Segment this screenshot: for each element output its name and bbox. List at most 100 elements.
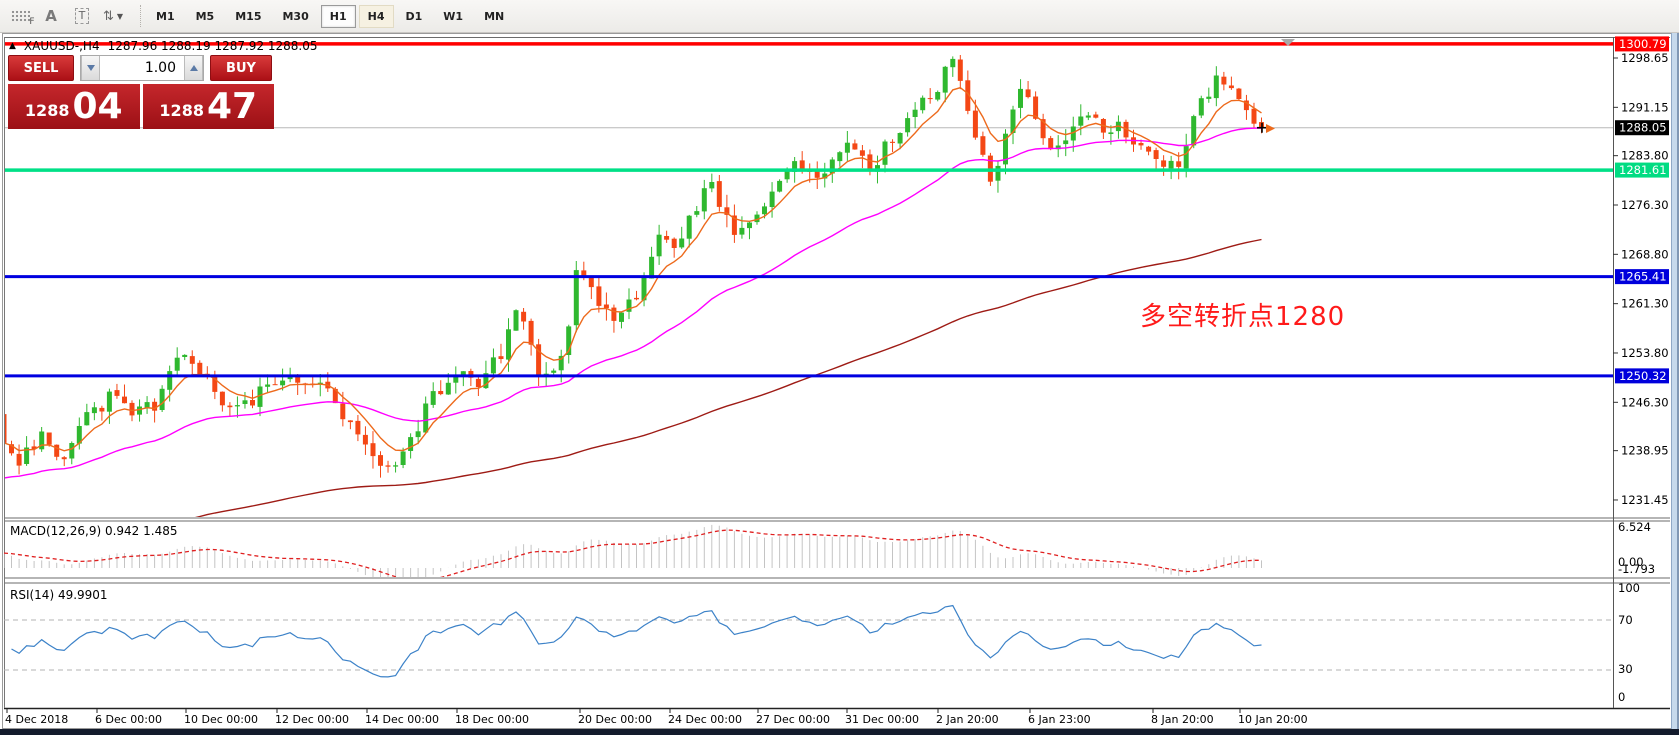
time-tick-label: 14 Dec 00:00 [365,713,439,726]
macd-histogram [4,524,1262,577]
arrows-tool-icon[interactable]: ⇅ ▼ [102,4,124,28]
sell-button[interactable]: SELL [8,55,74,81]
time-tick-label: 27 Dec 00:00 [756,713,830,726]
textbox-tool-icon[interactable]: T [71,4,93,28]
price-label-box-text: 1300.79 [1619,37,1667,51]
dropdown-caret-icon: ▼ [116,11,124,21]
price-label-box-text: 1281.61 [1619,163,1667,177]
price-label-box-text: 1265.41 [1619,270,1667,284]
price-label-box-text: 1288.05 [1619,121,1667,135]
timeframe-button-mn[interactable]: MN [475,5,513,28]
price-label-box [1615,120,1669,136]
macd-signal-line [4,529,1262,577]
ma-line-slow [194,238,1262,517]
timeframe-button-h1[interactable]: H1 [320,4,356,28]
time-tick-label: 4 Dec 2018 [5,713,68,726]
price-label-box-text: 1250.32 [1619,369,1667,383]
time-tick-label: 20 Dec 00:00 [578,713,652,726]
time-tick-label: 10 Jan 20:00 [1238,713,1308,726]
timeframe-button-m5[interactable]: M5 [187,5,224,28]
time-tick-label: 10 Dec 00:00 [184,713,258,726]
macd-axis-label: 0.00 [1618,555,1644,569]
volume-input[interactable] [100,56,184,80]
f-glyph: F [29,17,35,27]
price-tick-label: 1298.65 [1621,51,1669,65]
price-tick-label: 1246.30 [1621,395,1669,409]
time-tick-label: 6 Dec 00:00 [95,713,162,726]
sell-price-minor: 04 [72,86,123,127]
window-right-edge-scrollbar[interactable] [1671,33,1679,735]
sell-price-major: 1288 [24,101,70,120]
time-tick-label: 6 Jan 23:00 [1028,713,1091,726]
t-glyph: T [74,8,90,24]
chart-annotation: 多空转折点1280 [1140,302,1346,332]
rsi-axis-label: 70 [1618,613,1633,627]
chart-title: ▲ XAUUSD-,H4 1287.96 1288.19 1287.92 128… [9,39,318,53]
rsi-axis-label: 0 [1618,690,1625,704]
price-tick-label: 1238.95 [1621,444,1669,458]
price-tick-label: 1253.80 [1621,346,1669,360]
chart-window-frame [2,33,1672,729]
price-label-box [1615,162,1669,178]
time-axis: 4 Dec 2018 6 Dec 00:00 10 Dec 00:00 12 Dec … [5,709,1308,726]
rsi-axis-label: 30 [1618,662,1633,676]
rsi-line [11,604,1262,678]
timeframe-button-h4[interactable]: H4 [358,4,394,28]
timeframe-button-d1[interactable]: D1 [397,5,432,28]
dotted-grid-icon[interactable]: F [9,4,35,28]
timeframe-button-w1[interactable]: W1 [434,5,472,28]
price-axis: 1298.65 1291.15 1283.80 1276.30 1268.80 1261.… [1613,36,1669,507]
buy-price-minor: 47 [206,86,258,127]
price-label-box [1615,36,1669,52]
price-label-box [1615,269,1669,285]
macd-axis-label: -1.793 [1618,562,1655,576]
candles [4,55,1264,487]
time-tick-label: 18 Dec 00:00 [455,713,529,726]
buy-price-display[interactable]: 1288 47 [142,84,274,129]
timeframe-button-m1[interactable]: M1 [147,5,184,28]
toolbar: F A T ⇅ ▼ M1 M5 M15 M30 H1 H4 D1 W1 MN [0,0,1679,33]
up-arrow-icon [189,65,198,71]
arrows-glyph: ⇅ [102,8,114,24]
moving-averages [4,86,1262,517]
window-bottom-edge [0,729,1679,735]
toolbar-separator [140,5,141,27]
time-tick-label: 24 Dec 00:00 [668,713,742,726]
price-tick-label: 1283.80 [1621,149,1669,163]
macd-indicator-label: MACD(12,26,9) 0.942 1.485 [10,524,178,538]
rsi-axis-label: 100 [1618,581,1640,595]
text-tool-icon[interactable]: A [45,7,57,25]
time-tick-label: 8 Jan 20:00 [1151,713,1214,726]
down-arrow-icon [86,65,95,71]
price-tick-label: 1276.30 [1621,198,1669,212]
time-tick-label: 31 Dec 00:00 [845,713,919,726]
timeframe-button-m30[interactable]: M30 [273,5,317,28]
ma-line-medium [4,127,1262,479]
macd-axis-label: 6.524 [1618,520,1651,534]
one-click-trading-panel: SELL BUY 1288 04 1288 47 [8,55,274,129]
chart-shift-icon[interactable] [1281,39,1295,46]
buy-button[interactable]: BUY [210,55,272,81]
buy-price-major: 1288 [159,101,204,120]
price-label-box [1615,368,1669,384]
ma-end-arrow-icon [1266,124,1275,133]
trade-prices-row: 1288 04 1288 47 [8,84,274,129]
collapse-panel-icon[interactable]: ▲ [9,41,16,51]
time-tick-label: 2 Jan 20:00 [936,713,999,726]
price-tick-label: 1231.45 [1621,493,1669,507]
volume-decrease-button[interactable] [81,56,100,80]
time-tick-label: 12 Dec 00:00 [275,713,349,726]
dots-glyph: F [10,10,35,27]
timeframe-button-m15[interactable]: M15 [226,5,270,28]
volume-increase-button[interactable] [184,56,203,80]
price-tick-label: 1291.15 [1621,100,1669,114]
rsi-indicator-label: RSI(14) 49.9901 [10,588,108,602]
symbol-period-label: XAUUSD-,H4 [23,39,100,53]
timeframe-group: M1 M5 M15 M30 H1 H4 D1 W1 MN [147,4,513,28]
sell-price-display[interactable]: 1288 04 [8,84,140,129]
price-tick-label: 1268.80 [1621,247,1669,261]
trade-controls-row: SELL BUY [8,55,274,81]
volume-spinner [80,55,204,81]
